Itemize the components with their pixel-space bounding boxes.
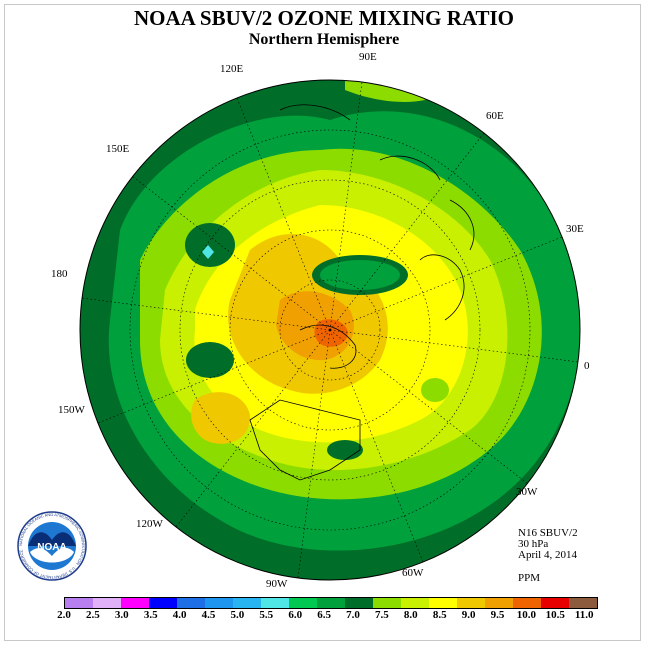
lon-label-90e: 90E [359, 51, 377, 63]
colorbar-swatch [485, 598, 513, 608]
noaa-logo-text: NOAA [37, 542, 66, 553]
colorbar-swatch [149, 598, 177, 608]
chart-title: NOAA SBUV/2 OZONE MIXING RATIO [134, 6, 514, 30]
instrument-label: N16 SBUV/2 [518, 527, 578, 539]
lon-label-30e: 30E [566, 223, 584, 235]
chart-subtitle: Northern Hemisphere [248, 31, 400, 48]
units-label: PPM [518, 572, 541, 584]
lon-label-150w: 150W [58, 404, 85, 416]
noaa-logo: NOAA NATIONAL OCEANIC AND ATMOSPHERIC AD… [17, 511, 87, 581]
figure-frame [4, 4, 641, 641]
colorbar-swatch [429, 598, 457, 608]
map-boundary [79, 79, 581, 581]
colorbar-swatch [261, 598, 289, 608]
colorbar [64, 597, 598, 609]
colorbar-swatch [373, 598, 401, 608]
colorbar-tick-label: 2.5 [86, 609, 100, 621]
colorbar-tick-label: 7.5 [375, 609, 389, 621]
lon-label-30w: 30W [516, 486, 538, 498]
colorbar-tick-label: 3.0 [114, 609, 129, 621]
colorbar-swatch [289, 598, 317, 608]
colorbar-tick-label: 9.0 [461, 609, 476, 621]
coastlines [249, 104, 475, 481]
colorbar-swatch [401, 598, 429, 608]
graticule [81, 81, 579, 579]
colorbar-swatch [457, 598, 485, 608]
colorbar-tick-label: 9.5 [490, 609, 505, 621]
colorbar-tick-label: 5.0 [230, 609, 245, 621]
colorbar-tick-label: 11.0 [574, 609, 594, 621]
lon-label-60w: 60W [402, 567, 424, 579]
colorbar-swatch [513, 598, 541, 608]
lon-label-0: 0 [584, 360, 590, 372]
colorbar-tick-label: 6.5 [317, 609, 331, 621]
colorbar-tick-label: 4.5 [201, 609, 216, 621]
colorbar-tick-label: 10.5 [545, 609, 565, 621]
lon-label-60e: 60E [486, 110, 504, 122]
colorbar-tick-label: 6.0 [288, 609, 303, 621]
colorbar-tick-label: 2.0 [57, 609, 71, 621]
lon-label-120w: 120W [136, 518, 163, 530]
ozone-field [80, 80, 580, 580]
colorbar-swatch [121, 598, 149, 608]
lon-label-120e: 120E [220, 63, 244, 75]
colorbar-tick-label: 5.5 [259, 609, 274, 621]
colorbar-swatch [177, 598, 205, 608]
colorbar-swatch [233, 598, 261, 608]
colorbar-tick-label: 3.5 [143, 609, 158, 621]
colorbar-swatch [541, 598, 569, 608]
colorbar-tick-label: 8.0 [403, 609, 418, 621]
colorbar-tick-label: 10.0 [516, 609, 537, 621]
lon-label-90w: 90W [266, 578, 288, 590]
colorbar-swatch [93, 598, 121, 608]
lon-label-150e: 150E [106, 143, 130, 155]
colorbar-swatch [205, 598, 233, 608]
colorbar-tick-label: 7.0 [346, 609, 360, 621]
lon-label-180: 180 [51, 268, 68, 280]
level-label: 30 hPa [518, 538, 549, 550]
colorbar-tick-label: 8.5 [432, 609, 447, 621]
colorbar-swatch [65, 598, 93, 608]
colorbar-swatch [317, 598, 345, 608]
colorbar-swatch [345, 598, 373, 608]
colorbar-tick-label: 4.0 [172, 609, 187, 621]
colorbar-swatch [569, 598, 597, 608]
date-label: April 4, 2014 [518, 549, 577, 561]
